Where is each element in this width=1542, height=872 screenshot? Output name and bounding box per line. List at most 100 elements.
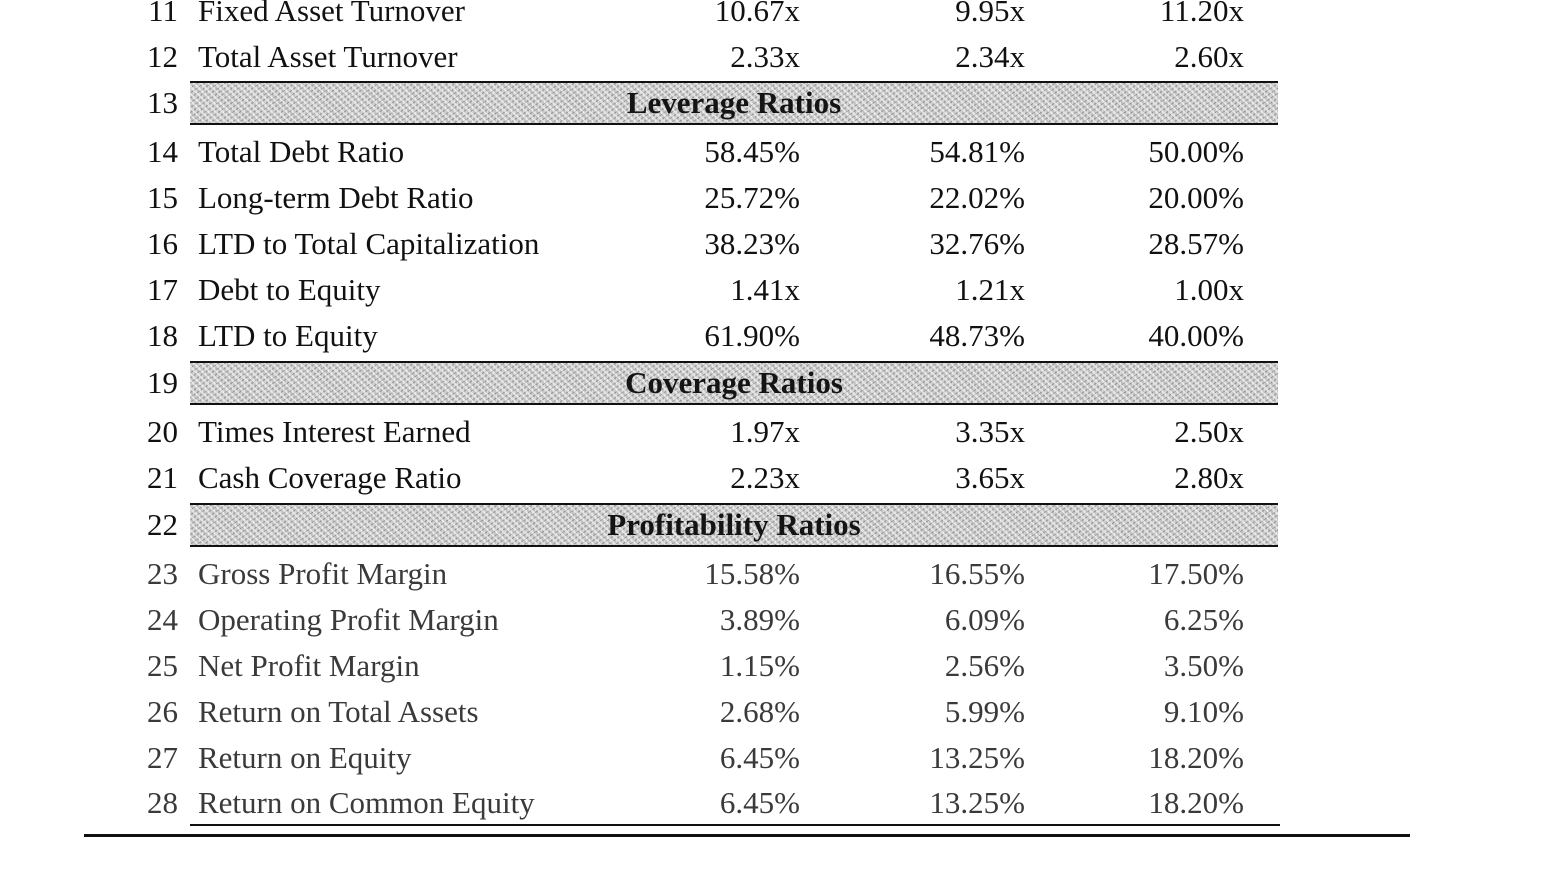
ratio-label: Times Interest Earned	[198, 414, 471, 449]
value-col-1: 6.45%	[719, 740, 800, 775]
value-col-1: 1.41x	[730, 272, 800, 307]
table-row: 17 Debt to Equity 1.41x 1.21x 1.00x	[0, 267, 1542, 313]
row-number: 14	[147, 134, 178, 169]
value-col-2: 32.76%	[929, 226, 1025, 261]
ratio-label: Cash Coverage Ratio	[198, 460, 462, 495]
table-row: 28 Return on Common Equity 6.45% 13.25% …	[0, 780, 1542, 826]
value-col-1: 6.45%	[719, 785, 800, 820]
value-col-2: 13.25%	[929, 740, 1025, 775]
value-col-1: 2.68%	[719, 694, 800, 729]
row-number: 17	[147, 272, 178, 307]
value-col-1: 58.45%	[704, 134, 800, 169]
value-col-1: 38.23%	[704, 226, 800, 261]
value-col-3: 20.00%	[1148, 180, 1244, 215]
value-col-2: 54.81%	[929, 134, 1025, 169]
row-number: 27	[147, 740, 178, 775]
value-col-3: 40.00%	[1148, 318, 1244, 353]
row-number: 12	[147, 39, 178, 74]
table-row: 25 Net Profit Margin 1.15% 2.56% 3.50%	[0, 643, 1542, 689]
value-col-1: 2.33x	[730, 39, 800, 74]
value-col-3: 3.50%	[1163, 648, 1244, 683]
value-col-1: 15.58%	[704, 556, 800, 591]
value-col-1: 1.97x	[730, 414, 800, 449]
value-col-2: 9.95x	[955, 0, 1025, 28]
value-col-3: 2.80x	[1174, 460, 1244, 495]
ratio-label: Gross Profit Margin	[198, 556, 448, 591]
table-row: 26 Return on Total Assets 2.68% 5.99% 9.…	[0, 689, 1542, 735]
table-row: 16 LTD to Total Capitalization 38.23% 32…	[0, 221, 1542, 267]
row-number: 25	[147, 648, 178, 683]
value-col-1: 1.15%	[719, 648, 800, 683]
ratio-label: Return on Common Equity	[198, 785, 535, 820]
value-col-3: 1.00x	[1174, 272, 1244, 307]
ratio-label: Return on Total Assets	[198, 694, 479, 729]
table-bottom-rule	[190, 824, 1280, 826]
table-row: 21 Cash Coverage Ratio 2.23x 3.65x 2.80x	[0, 455, 1542, 501]
table-row: 20 Times Interest Earned 1.97x 3.35x 2.5…	[0, 409, 1542, 455]
row-number: 23	[147, 556, 178, 591]
value-col-2: 2.34x	[955, 39, 1025, 74]
value-col-3: 18.20%	[1148, 740, 1244, 775]
value-col-2: 22.02%	[929, 180, 1025, 215]
row-number: 24	[147, 602, 178, 637]
section-row: 19 Coverage Ratios	[0, 360, 1542, 406]
table-row: 24 Operating Profit Margin 3.89% 6.09% 6…	[0, 597, 1542, 643]
value-col-1: 3.89%	[719, 602, 800, 637]
row-number: 13	[147, 85, 178, 120]
section-title: Leverage Ratios	[626, 85, 842, 120]
value-col-2: 48.73%	[929, 318, 1025, 353]
table-row: 11 Fixed Asset Turnover 10.67x 9.95x 11.…	[0, 0, 1542, 34]
ratio-label: Total Debt Ratio	[198, 134, 405, 169]
table-row: 15 Long-term Debt Ratio 25.72% 22.02% 20…	[0, 175, 1542, 221]
value-col-1: 2.23x	[730, 460, 800, 495]
page-divider	[84, 834, 1410, 837]
table-row: 18 LTD to Equity 61.90% 48.73% 40.00%	[0, 313, 1542, 359]
row-number: 16	[147, 226, 178, 261]
row-number: 19	[147, 365, 178, 400]
ratio-label: LTD to Total Capitalization	[198, 226, 540, 261]
ratio-label: Total Asset Turnover	[198, 39, 458, 74]
ratio-label: LTD to Equity	[198, 318, 378, 353]
row-number: 15	[147, 180, 178, 215]
section-title: Profitability Ratios	[607, 507, 861, 542]
ratio-label: Operating Profit Margin	[198, 602, 499, 637]
value-col-1: 61.90%	[704, 318, 800, 353]
value-col-3: 18.20%	[1148, 785, 1244, 820]
value-col-1: 10.67x	[714, 0, 800, 28]
section-row: 22 Profitability Ratios	[0, 502, 1542, 548]
row-number: 26	[147, 694, 178, 729]
table-row: 23 Gross Profit Margin 15.58% 16.55% 17.…	[0, 551, 1542, 597]
ratio-label: Debt to Equity	[198, 272, 381, 307]
table-row: 14 Total Debt Ratio 58.45% 54.81% 50.00%	[0, 129, 1542, 175]
value-col-3: 6.25%	[1163, 602, 1244, 637]
value-col-3: 50.00%	[1148, 134, 1244, 169]
row-number: 28	[147, 785, 178, 820]
value-col-1: 25.72%	[704, 180, 800, 215]
row-number: 11	[148, 0, 178, 28]
value-col-2: 3.65x	[955, 460, 1025, 495]
value-col-3: 11.20x	[1159, 0, 1244, 28]
row-number: 20	[147, 414, 178, 449]
ratio-label: Net Profit Margin	[198, 648, 420, 683]
value-col-3: 28.57%	[1148, 226, 1244, 261]
section-band: Leverage Ratios	[190, 81, 1278, 125]
value-col-3: 9.10%	[1163, 694, 1244, 729]
ratio-label: Long-term Debt Ratio	[198, 180, 474, 215]
section-row: 13 Leverage Ratios	[0, 80, 1542, 126]
section-band: Profitability Ratios	[190, 503, 1278, 547]
section-band: Coverage Ratios	[190, 361, 1278, 405]
value-col-2: 1.21x	[955, 272, 1025, 307]
row-number: 18	[147, 318, 178, 353]
value-col-2: 5.99%	[944, 694, 1025, 729]
row-number: 21	[147, 460, 178, 495]
ratio-label: Fixed Asset Turnover	[198, 0, 465, 28]
value-col-2: 3.35x	[955, 414, 1025, 449]
table-row: 12 Total Asset Turnover 2.33x 2.34x 2.60…	[0, 34, 1542, 80]
section-title: Coverage Ratios	[625, 365, 843, 400]
value-col-3: 2.60x	[1174, 39, 1244, 74]
value-col-2: 2.56%	[944, 648, 1025, 683]
value-col-3: 2.50x	[1174, 414, 1244, 449]
table-row: 27 Return on Equity 6.45% 13.25% 18.20%	[0, 735, 1542, 781]
value-col-2: 13.25%	[929, 785, 1025, 820]
